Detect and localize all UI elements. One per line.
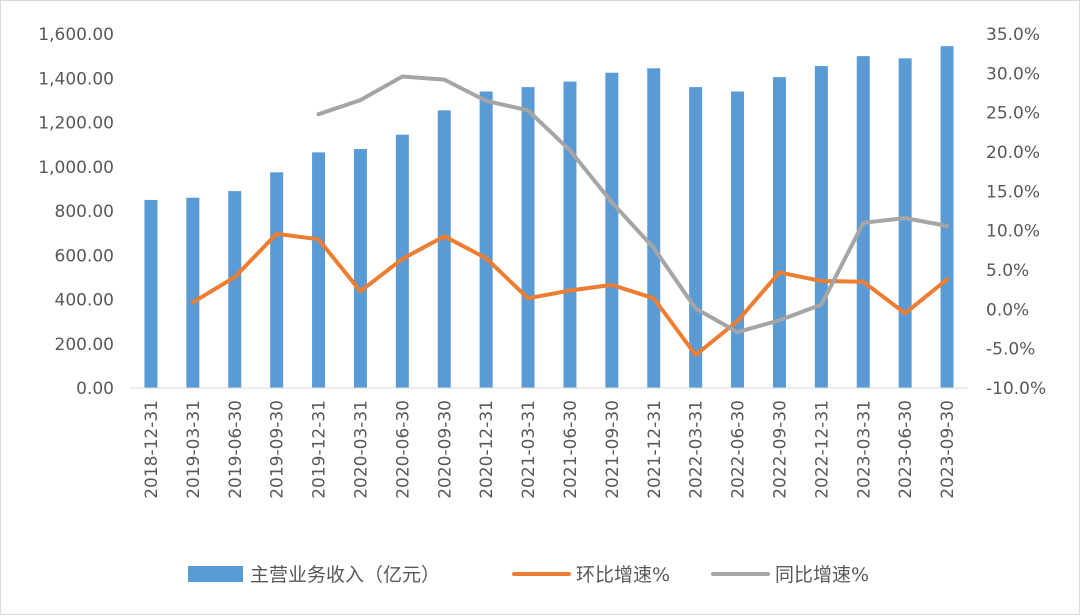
y-right-tick-label: 15.0% xyxy=(986,182,1040,202)
revenue-bar xyxy=(479,91,493,389)
yoy-growth-line xyxy=(316,74,949,335)
revenue-bar xyxy=(563,81,577,388)
x-tick-label: 2023-09-30 xyxy=(938,400,958,499)
legend-mom-label: 环比增速% xyxy=(576,564,670,586)
x-tick-label: 2020-12-31 xyxy=(477,400,497,499)
x-tick-label: 2021-09-30 xyxy=(603,400,623,499)
revenue-bar xyxy=(647,68,661,388)
x-tick-label: 2018-12-31 xyxy=(142,400,162,499)
legend-revenue-swatch xyxy=(188,566,243,582)
revenue-bar xyxy=(144,199,158,388)
y-right-tick-label: 20.0% xyxy=(986,143,1040,163)
y-left-tick-label: 1,400.00 xyxy=(38,69,114,89)
x-tick-label: 2020-09-30 xyxy=(435,400,455,499)
revenue-bar xyxy=(940,46,954,388)
y-right-tick-label: 25.0% xyxy=(986,104,1040,124)
x-tick-label: 2019-06-30 xyxy=(226,400,246,499)
mom-growth-line xyxy=(190,231,949,357)
x-tick-label: 2022-09-30 xyxy=(770,400,790,499)
x-tick-label: 2022-03-31 xyxy=(687,400,707,499)
revenue-bar xyxy=(772,77,786,389)
y-left-tick-label: 600.00 xyxy=(55,246,114,266)
x-tick-label: 2022-06-30 xyxy=(729,400,749,499)
y-left-tick-label: 1,000.00 xyxy=(38,158,114,178)
revenue-bar xyxy=(898,58,912,389)
x-tick-label: 2022-12-31 xyxy=(812,400,832,499)
x-tick-label: 2023-03-31 xyxy=(854,400,874,499)
x-tick-label: 2021-03-31 xyxy=(519,400,539,499)
x-tick-label: 2021-12-31 xyxy=(645,400,665,499)
legend-revenue-label: 主营业务收入（亿元） xyxy=(250,564,440,586)
y-right-tick-label: 5.0% xyxy=(986,261,1029,281)
y-left-tick-label: 400.00 xyxy=(55,291,114,311)
revenue-bar xyxy=(521,87,535,388)
revenue-bar xyxy=(312,152,326,388)
revenue-bar xyxy=(689,87,703,388)
revenue-bar xyxy=(186,197,200,388)
x-tick-label: 2019-09-30 xyxy=(268,400,288,499)
revenue-bar xyxy=(270,172,284,388)
revenue-bar xyxy=(353,149,367,388)
revenue-bar xyxy=(731,91,745,389)
revenue-bar xyxy=(437,110,451,389)
y-right-tick-label: -10.0% xyxy=(986,379,1046,399)
y-left-tick-label: 800.00 xyxy=(55,202,114,222)
y-right-tick-label: 10.0% xyxy=(986,222,1040,242)
revenue-bar xyxy=(228,191,242,388)
legend-yoy-label: 同比增速% xyxy=(775,564,869,586)
y-right-tick-label: -5.0% xyxy=(986,340,1035,360)
x-tick-label: 2019-12-31 xyxy=(310,400,330,499)
x-tick-label: 2019-03-31 xyxy=(184,400,204,499)
x-tick-label: 2020-06-30 xyxy=(393,400,413,499)
revenue-bar xyxy=(605,72,619,388)
y-left-tick-label: 0.00 xyxy=(76,379,114,399)
y-right-tick-label: 30.0% xyxy=(986,64,1040,84)
y-left-tick-label: 200.00 xyxy=(55,335,114,355)
revenue-bar xyxy=(814,66,828,389)
y-right-tick-label: 35.0% xyxy=(986,25,1040,45)
y-left-tick-label: 1,600.00 xyxy=(38,25,114,45)
x-tick-label: 2023-06-30 xyxy=(896,400,916,499)
x-tick-label: 2020-03-31 xyxy=(351,400,371,499)
x-tick-label: 2021-06-30 xyxy=(561,400,581,499)
y-left-tick-label: 1,200.00 xyxy=(38,114,114,134)
y-right-tick-label: 0.0% xyxy=(986,300,1029,320)
